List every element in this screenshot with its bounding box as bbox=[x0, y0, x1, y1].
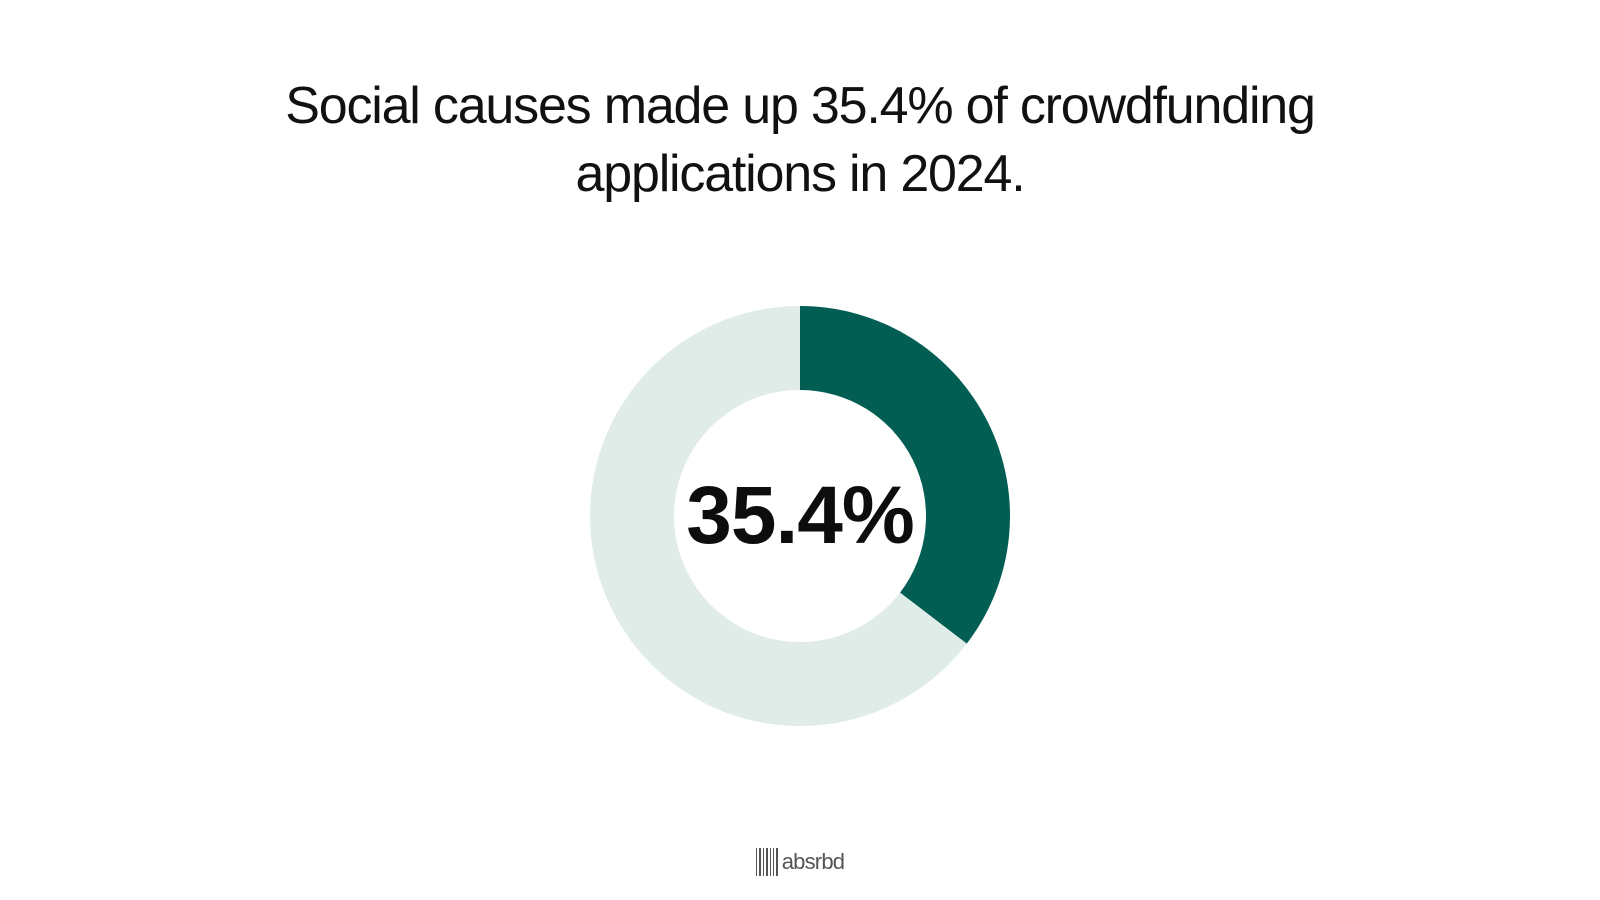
brand-logo: absrbd bbox=[756, 848, 845, 876]
donut-chart: 35.4% bbox=[590, 306, 1010, 726]
donut-slice-remainder bbox=[590, 306, 967, 726]
donut-center-label: 35.4% bbox=[686, 470, 915, 561]
barcode-icon bbox=[756, 848, 778, 876]
brand-logo-text: absrbd bbox=[781, 849, 845, 874]
chart-title: Social causes made up 35.4% of crowdfund… bbox=[285, 77, 1316, 203]
donut-chart-svg bbox=[590, 306, 1010, 726]
donut-slice-highlight bbox=[800, 306, 1010, 644]
